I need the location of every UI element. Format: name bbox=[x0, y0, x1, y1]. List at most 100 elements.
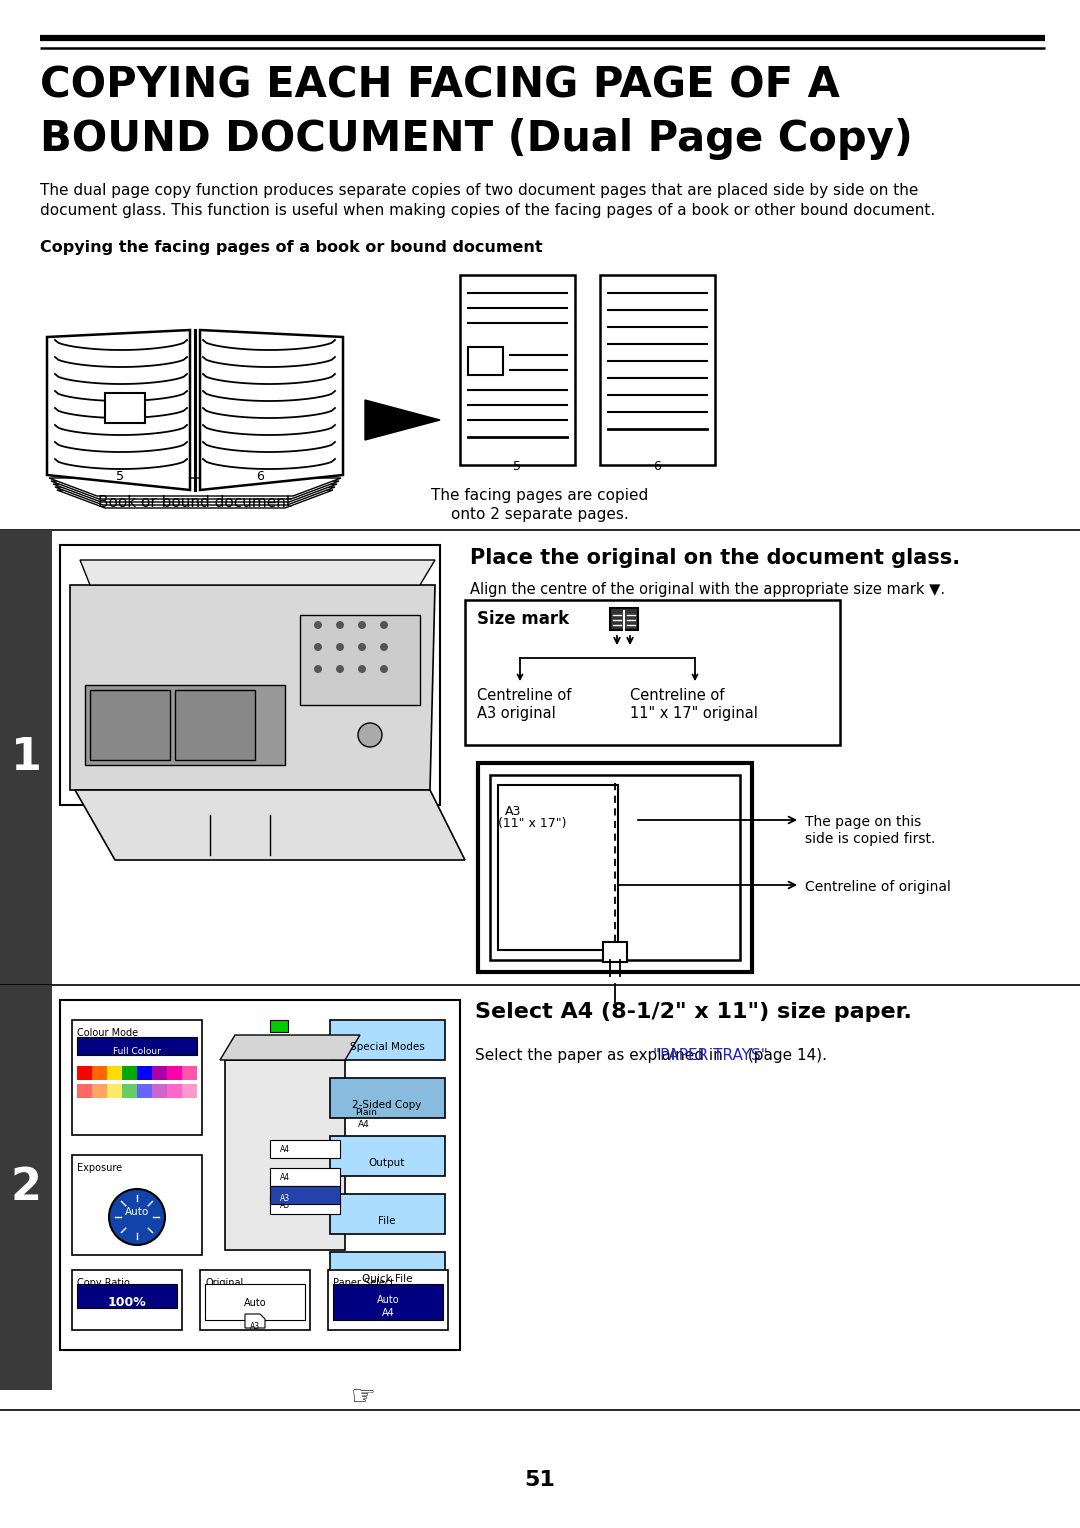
Circle shape bbox=[109, 1189, 165, 1245]
Bar bbox=[137, 1083, 152, 1099]
Text: Exposure: Exposure bbox=[77, 1163, 122, 1174]
Bar bbox=[92, 1067, 107, 1080]
Text: Place the original on the document glass.: Place the original on the document glass… bbox=[470, 549, 960, 568]
Polygon shape bbox=[55, 487, 335, 504]
Bar bbox=[270, 1140, 340, 1158]
Polygon shape bbox=[57, 490, 333, 507]
Bar bbox=[60, 545, 440, 805]
Text: Centreline of original: Centreline of original bbox=[805, 880, 950, 894]
Text: 2-Sided Copy: 2-Sided Copy bbox=[352, 1100, 421, 1109]
Text: Align the centre of the original with the appropriate size mark ▼.: Align the centre of the original with th… bbox=[470, 582, 945, 597]
Bar bbox=[72, 1021, 202, 1135]
Bar bbox=[330, 1135, 445, 1177]
Bar bbox=[0, 530, 52, 986]
Bar bbox=[270, 1196, 340, 1215]
Circle shape bbox=[380, 665, 388, 672]
Circle shape bbox=[380, 643, 388, 651]
Bar bbox=[90, 691, 170, 759]
Bar bbox=[610, 608, 638, 630]
Bar bbox=[137, 1067, 152, 1080]
Circle shape bbox=[357, 723, 382, 747]
Text: Colour Mode: Colour Mode bbox=[77, 1028, 138, 1038]
Text: document glass. This function is useful when making copies of the facing pages o: document glass. This function is useful … bbox=[40, 203, 935, 219]
Polygon shape bbox=[75, 790, 465, 860]
Circle shape bbox=[357, 665, 366, 672]
Polygon shape bbox=[48, 330, 190, 490]
Polygon shape bbox=[225, 1060, 345, 1250]
Bar bbox=[85, 685, 285, 766]
Text: 100%: 100% bbox=[108, 1296, 147, 1309]
Text: Original: Original bbox=[205, 1277, 243, 1288]
Text: Special Modes: Special Modes bbox=[350, 1042, 424, 1051]
Circle shape bbox=[336, 665, 345, 672]
Circle shape bbox=[357, 643, 366, 651]
Text: Auto: Auto bbox=[244, 1297, 267, 1308]
Text: A3: A3 bbox=[280, 1201, 291, 1210]
Text: Centreline of: Centreline of bbox=[477, 688, 571, 703]
Text: Quick File: Quick File bbox=[362, 1274, 413, 1284]
Bar bbox=[205, 1284, 305, 1320]
Bar bbox=[270, 1167, 340, 1186]
Text: Select the paper as explained in: Select the paper as explained in bbox=[475, 1048, 728, 1063]
Bar bbox=[270, 1186, 340, 1204]
Polygon shape bbox=[51, 481, 339, 500]
Circle shape bbox=[314, 620, 322, 630]
Text: (page 14).: (page 14). bbox=[743, 1048, 827, 1063]
Bar bbox=[167, 1067, 183, 1080]
Text: A4: A4 bbox=[357, 1120, 369, 1129]
Text: BOUND DOCUMENT (Dual Page Copy): BOUND DOCUMENT (Dual Page Copy) bbox=[40, 118, 913, 160]
Bar bbox=[498, 785, 618, 950]
Bar bbox=[0, 986, 52, 1390]
Circle shape bbox=[314, 643, 322, 651]
Bar bbox=[330, 1077, 445, 1118]
Bar bbox=[478, 762, 752, 972]
Bar bbox=[122, 1083, 137, 1099]
Text: The page on this: The page on this bbox=[805, 814, 921, 830]
Text: 6: 6 bbox=[256, 471, 264, 483]
Bar bbox=[77, 1083, 92, 1099]
Text: 5: 5 bbox=[513, 460, 521, 474]
Text: A4: A4 bbox=[280, 1174, 291, 1183]
Text: A3: A3 bbox=[249, 1322, 260, 1331]
Polygon shape bbox=[220, 1034, 360, 1060]
Bar bbox=[603, 941, 627, 963]
Circle shape bbox=[336, 643, 345, 651]
Text: A3: A3 bbox=[280, 1193, 291, 1203]
Bar bbox=[333, 1284, 443, 1320]
Text: A3 original: A3 original bbox=[477, 706, 556, 721]
Bar bbox=[270, 1021, 288, 1031]
Polygon shape bbox=[200, 330, 343, 490]
Circle shape bbox=[380, 620, 388, 630]
Bar bbox=[60, 999, 460, 1351]
Circle shape bbox=[357, 620, 366, 630]
Text: 51: 51 bbox=[525, 1470, 555, 1490]
Text: Copy Ratio: Copy Ratio bbox=[77, 1277, 130, 1288]
Bar bbox=[330, 1193, 445, 1235]
Bar bbox=[122, 1067, 137, 1080]
Text: Select A4 (8-1/2" x 11") size paper.: Select A4 (8-1/2" x 11") size paper. bbox=[475, 1002, 912, 1022]
Polygon shape bbox=[365, 400, 440, 440]
Text: Auto: Auto bbox=[125, 1207, 149, 1216]
Text: Copying the facing pages of a book or bound document: Copying the facing pages of a book or bo… bbox=[40, 240, 542, 255]
Bar bbox=[77, 1067, 92, 1080]
Text: Auto
A4
Plain: Auto A4 Plain bbox=[376, 1296, 400, 1331]
Text: Size mark: Size mark bbox=[477, 610, 569, 628]
Circle shape bbox=[314, 665, 322, 672]
Bar bbox=[490, 775, 740, 960]
Text: Full Colour: Full Colour bbox=[113, 1047, 161, 1056]
Bar bbox=[468, 347, 503, 374]
Bar bbox=[460, 275, 575, 465]
Text: File: File bbox=[378, 1216, 395, 1225]
Text: onto 2 separate pages.: onto 2 separate pages. bbox=[451, 507, 629, 523]
Bar bbox=[107, 1083, 122, 1099]
Bar bbox=[330, 1251, 445, 1293]
Polygon shape bbox=[53, 484, 337, 503]
Text: 5: 5 bbox=[116, 471, 124, 483]
Text: A4: A4 bbox=[280, 1144, 291, 1154]
Text: Paper Select: Paper Select bbox=[333, 1277, 394, 1288]
Bar bbox=[92, 1083, 107, 1099]
Bar bbox=[600, 275, 715, 465]
Text: Plain: Plain bbox=[355, 1108, 377, 1117]
Bar bbox=[300, 614, 420, 704]
Text: Book or bound document: Book or bound document bbox=[98, 495, 292, 510]
